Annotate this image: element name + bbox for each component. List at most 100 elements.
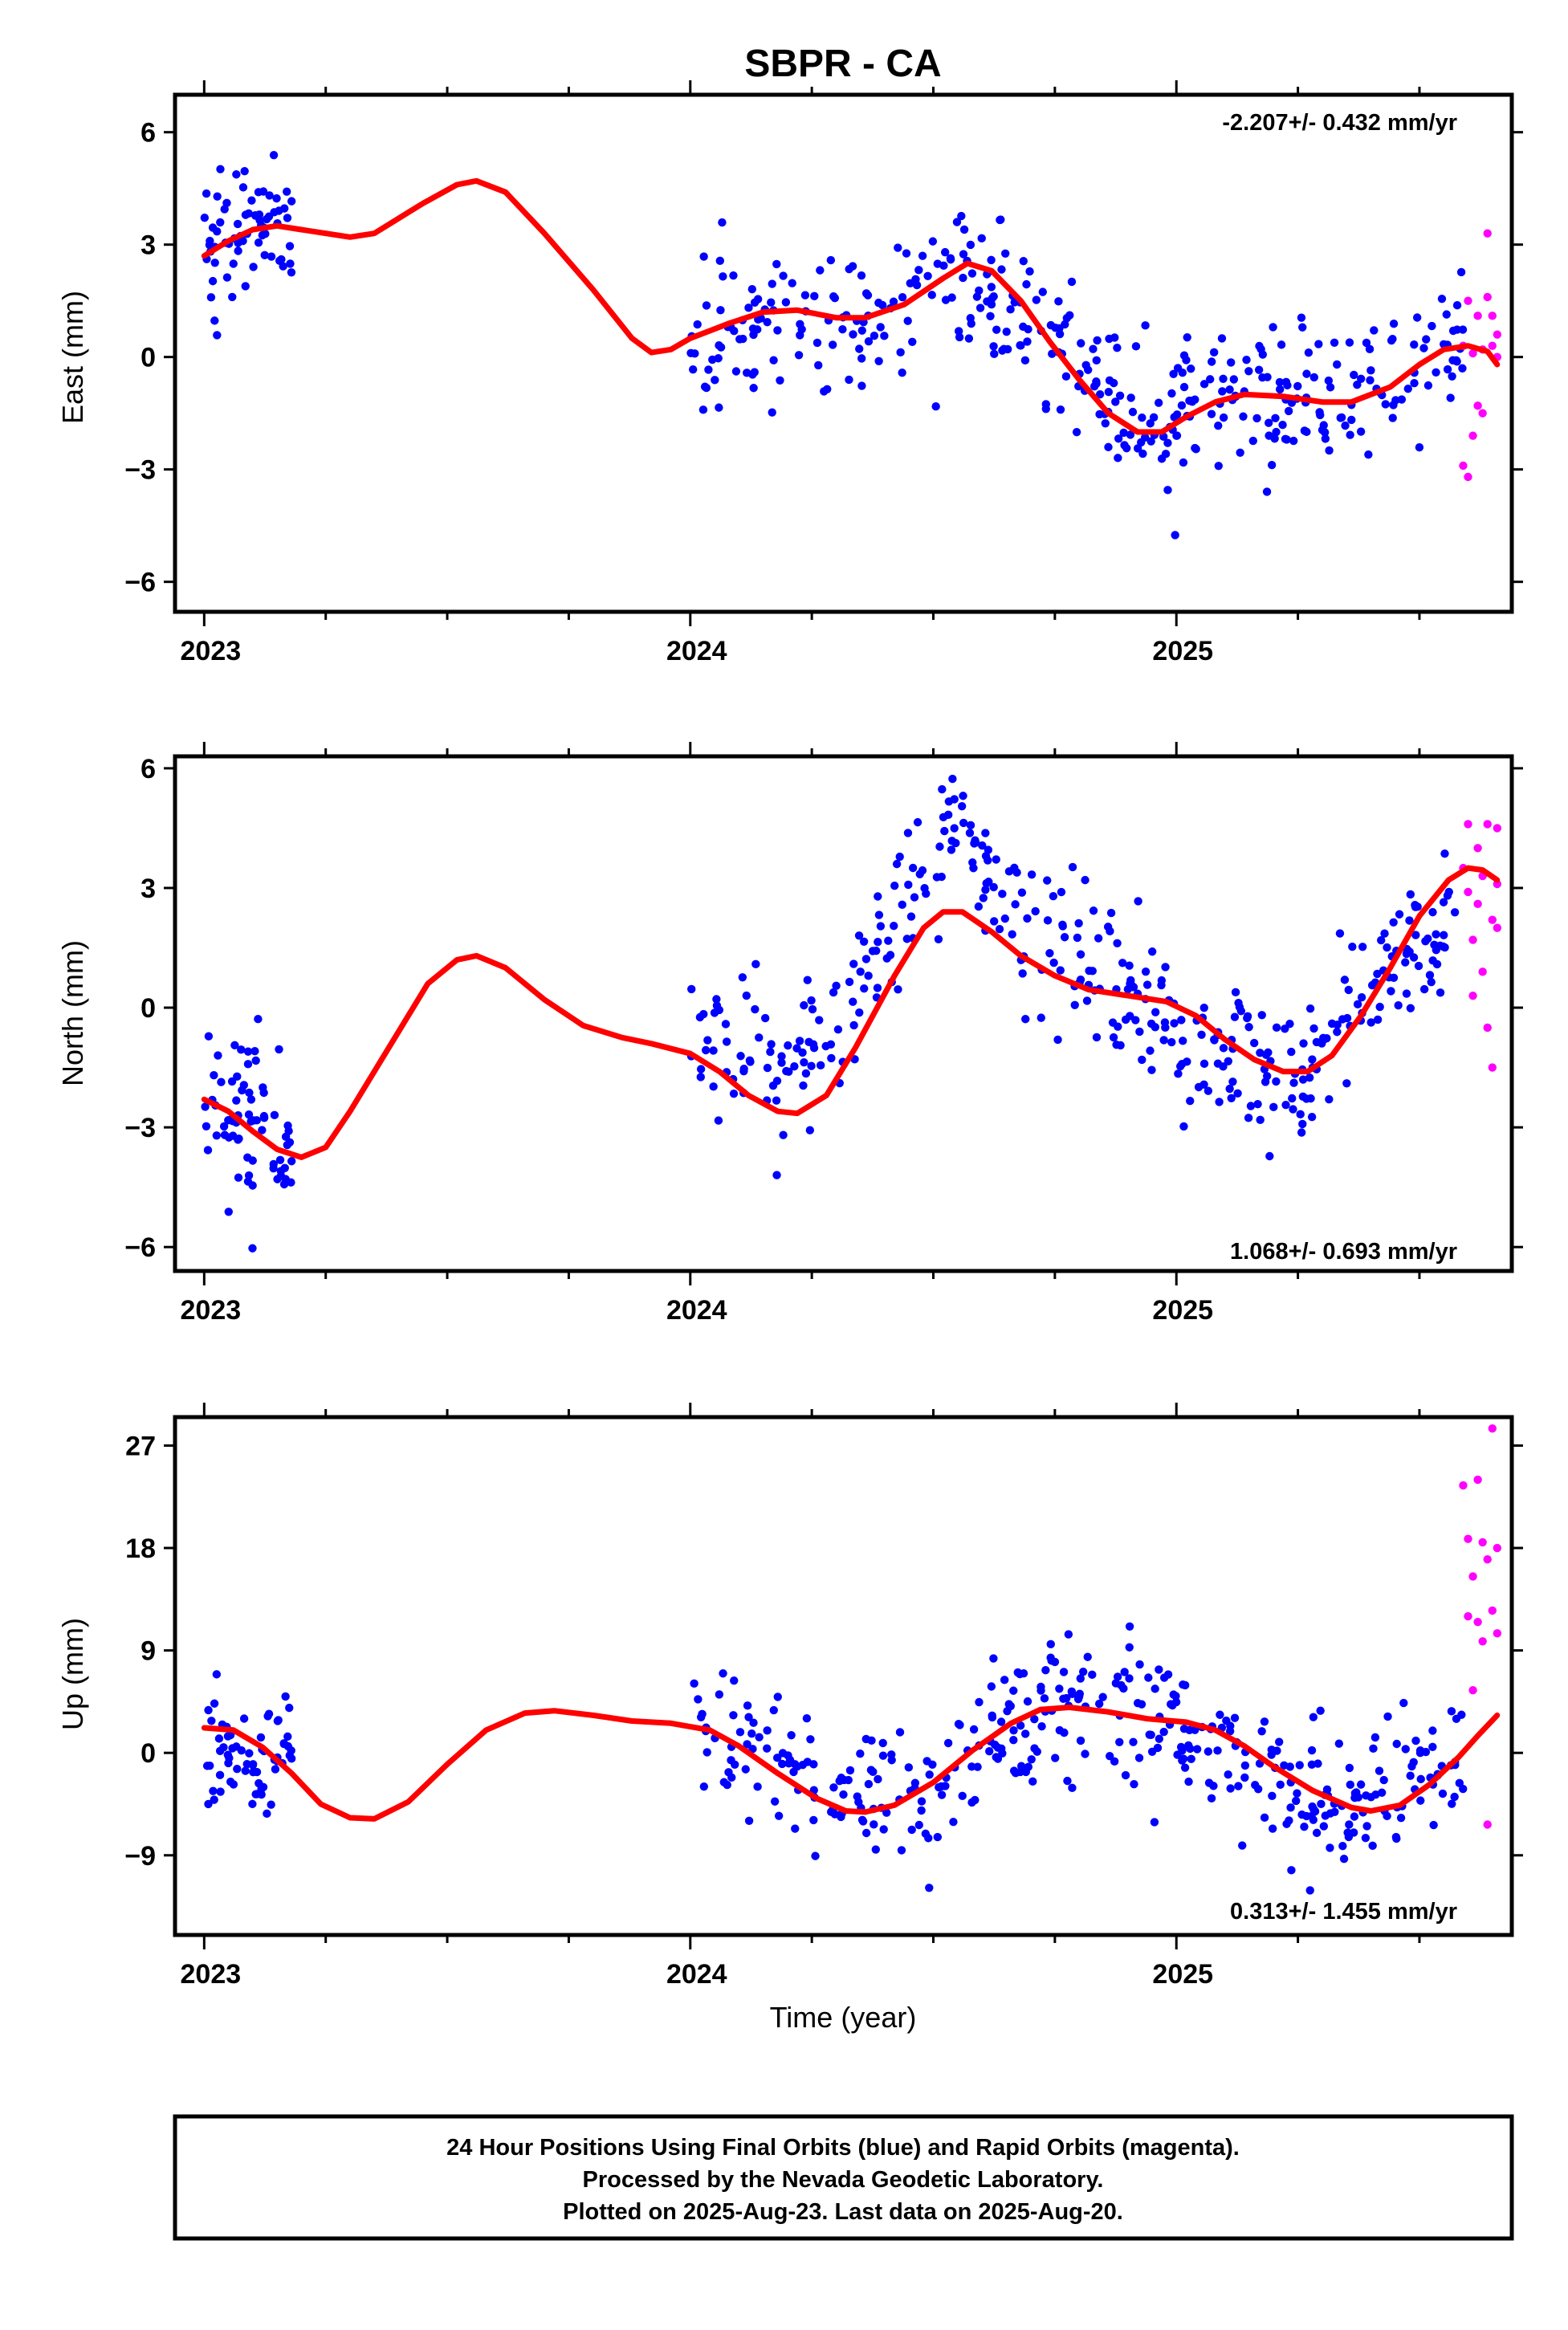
north-final-point xyxy=(203,1146,213,1155)
north-final-point xyxy=(939,813,948,822)
up-final-point xyxy=(283,1732,292,1741)
up-final-point xyxy=(1282,1819,1291,1828)
east-final-point xyxy=(1244,367,1253,376)
up-final-point xyxy=(1147,1747,1157,1756)
north-final-point xyxy=(1053,1035,1062,1045)
east-x-tick-label: 2023 xyxy=(181,636,242,666)
up-final-point xyxy=(207,1717,216,1725)
east-final-point xyxy=(911,275,920,284)
north-final-point xyxy=(1085,966,1094,976)
north-final-point xyxy=(1358,943,1367,951)
up-final-point xyxy=(1179,1680,1187,1689)
east-final-point xyxy=(767,298,776,307)
east-final-point xyxy=(748,370,757,379)
north-final-point xyxy=(250,1046,259,1056)
up-final-point xyxy=(202,1762,212,1770)
up-final-point xyxy=(1037,1686,1045,1695)
up-final-point xyxy=(1059,1668,1069,1676)
north-final-point xyxy=(874,892,882,901)
up-final-point xyxy=(1260,1717,1269,1726)
up-final-point xyxy=(1111,1679,1121,1688)
north-rapid-point xyxy=(1493,824,1502,833)
east-final-point xyxy=(794,351,804,360)
north-final-point xyxy=(1335,929,1345,938)
east-final-point xyxy=(1419,344,1428,352)
north-final-point xyxy=(701,1045,711,1055)
up-final-point xyxy=(1448,1799,1456,1808)
east-final-point xyxy=(857,354,866,363)
up-final-point xyxy=(1081,1750,1089,1758)
north-final-point xyxy=(790,1062,799,1071)
up-final-point xyxy=(1169,1690,1178,1699)
east-final-point xyxy=(796,331,804,340)
east-final-point xyxy=(1023,337,1032,346)
up-final-point xyxy=(1313,1759,1322,1768)
up-rapid-point xyxy=(1468,1686,1477,1695)
north-final-point xyxy=(1305,1073,1314,1082)
north-final-point xyxy=(1118,959,1127,967)
east-final-point xyxy=(729,271,738,280)
up-final-point xyxy=(985,1747,994,1756)
east-final-point xyxy=(816,266,825,275)
east-final-point xyxy=(1020,356,1030,365)
north-final-point xyxy=(913,817,922,827)
east-final-point xyxy=(1302,369,1311,378)
east-rapid-point xyxy=(1473,312,1482,320)
east-final-point xyxy=(1154,398,1163,407)
east-final-point xyxy=(957,211,966,221)
east-final-point xyxy=(1219,374,1228,383)
east-final-point xyxy=(1448,326,1458,336)
east-final-point xyxy=(1423,381,1433,390)
east-final-point xyxy=(903,316,912,325)
east-final-point xyxy=(1366,376,1375,385)
north-final-point xyxy=(1142,980,1152,989)
north-final-point xyxy=(202,1122,211,1130)
north-final-point xyxy=(1109,1033,1118,1042)
up-final-point xyxy=(1159,1673,1169,1682)
east-final-point xyxy=(987,283,996,291)
east-final-point xyxy=(773,326,782,335)
north-final-point xyxy=(1043,876,1052,885)
north-final-point xyxy=(244,1110,254,1119)
up-plot-frame xyxy=(173,1415,1514,1937)
up-final-point xyxy=(1268,1791,1277,1801)
east-final-point xyxy=(283,214,292,222)
up-final-point xyxy=(1125,1622,1134,1631)
up-final-point xyxy=(1354,1793,1362,1802)
up-final-point xyxy=(204,1705,213,1715)
north-final-point xyxy=(784,1041,792,1050)
north-final-point xyxy=(904,880,913,890)
east-final-point xyxy=(1041,405,1050,413)
up-final-point xyxy=(1338,1842,1347,1851)
east-final-point xyxy=(1281,377,1291,386)
east-final-point xyxy=(1182,356,1191,365)
north-final-point xyxy=(219,1122,229,1131)
up-final-point xyxy=(747,1729,756,1738)
north-final-point xyxy=(944,797,954,806)
east-final-point xyxy=(946,255,955,264)
up-final-point xyxy=(1429,1820,1438,1830)
east-final-point xyxy=(1072,427,1081,437)
east-final-point xyxy=(216,165,225,173)
up-rapid-point xyxy=(1483,1554,1492,1564)
up-rapid-point xyxy=(1464,1611,1472,1621)
east-points xyxy=(200,150,1502,540)
north-model-curve xyxy=(201,865,1501,1160)
up-final-point xyxy=(1428,1742,1437,1751)
north-final-point xyxy=(795,1037,804,1045)
up-final-point xyxy=(1307,1745,1317,1755)
up-final-point xyxy=(696,1713,706,1721)
north-final-point xyxy=(1411,902,1420,911)
east-final-point xyxy=(814,360,823,370)
north-final-point xyxy=(1307,1112,1317,1122)
north-final-point xyxy=(1194,1082,1203,1092)
east-final-point xyxy=(1115,391,1125,400)
north-final-point xyxy=(1076,975,1085,984)
up-final-point xyxy=(1234,1782,1243,1790)
up-final-point xyxy=(792,1762,802,1771)
north-final-point xyxy=(760,1013,770,1023)
up-y-tick-label: 9 xyxy=(141,1636,156,1667)
east-final-point xyxy=(1119,428,1128,438)
north-final-point xyxy=(1045,949,1054,958)
